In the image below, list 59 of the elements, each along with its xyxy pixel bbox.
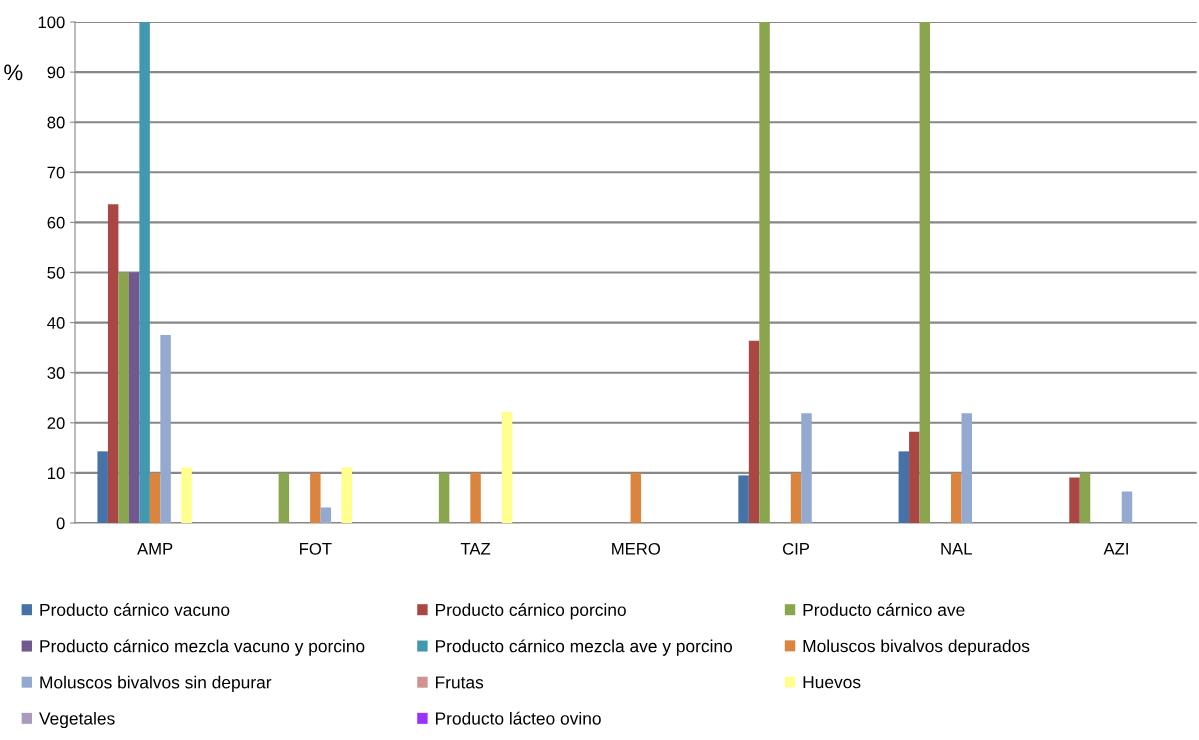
y-tick-label: 80 xyxy=(47,116,65,129)
bar xyxy=(909,431,920,523)
bar xyxy=(139,22,150,523)
legend-label: Huevos xyxy=(803,676,861,689)
y-tick-label: 70 xyxy=(47,166,65,179)
bar xyxy=(149,472,161,523)
bar xyxy=(438,472,450,523)
bar xyxy=(470,472,481,523)
legend-label: Producto cárnico vacuno xyxy=(40,603,230,616)
bar xyxy=(278,472,290,523)
y-tick-label: 90 xyxy=(47,66,65,79)
bar xyxy=(790,472,802,523)
bar xyxy=(1079,472,1091,523)
legend-label: Moluscos bivalvos sin depurar xyxy=(40,675,272,692)
bar xyxy=(1121,491,1133,523)
y-tick-label: 40 xyxy=(47,317,65,329)
legend-label: Producto cárnico mezcla vacuno y porcino xyxy=(40,639,365,656)
legend-label: Producto cárnico porcino xyxy=(435,603,626,620)
bar xyxy=(501,411,513,523)
bar xyxy=(1069,477,1080,523)
legend-label: Frutas xyxy=(435,676,484,689)
y-axis-title: % xyxy=(4,64,23,81)
x-tick-label: TAZ xyxy=(460,543,491,555)
bar xyxy=(341,467,353,523)
bar xyxy=(898,451,910,523)
bar xyxy=(951,472,962,523)
bar xyxy=(181,467,192,523)
y-tick-label: 20 xyxy=(47,417,65,429)
x-tick-label: FOT xyxy=(300,542,332,555)
x-tick-label: NAL xyxy=(941,543,972,555)
x-tick-label: MERO xyxy=(612,542,660,555)
bar xyxy=(630,472,642,523)
bar xyxy=(107,204,119,523)
bar xyxy=(128,272,140,523)
x-tick-label: AZI xyxy=(1103,543,1128,555)
legend-label: Moluscos bivalvos depurados xyxy=(803,639,1030,656)
legend-label: Producto lácteo ovino xyxy=(435,711,601,725)
bar xyxy=(320,507,332,523)
y-tick-label: 30 xyxy=(47,367,65,379)
x-tick-label: CIP xyxy=(782,542,810,555)
bar xyxy=(738,475,749,523)
bar xyxy=(118,272,129,523)
legend-label: Vegetales xyxy=(39,711,115,729)
bar xyxy=(919,22,931,523)
y-tick-label: 10 xyxy=(48,467,65,480)
y-tick-label: 100 xyxy=(38,16,65,29)
bar xyxy=(759,22,770,523)
bar xyxy=(160,335,171,523)
y-tick-label: 60 xyxy=(47,216,65,229)
x-tick-label: AMP xyxy=(137,543,173,555)
bar xyxy=(748,340,760,523)
bar xyxy=(801,413,812,523)
legend-label: Producto cárnico mezcla ave y porcino xyxy=(435,639,733,656)
y-tick-label: 50 xyxy=(47,266,65,279)
bar xyxy=(310,472,321,523)
bar xyxy=(97,451,108,523)
legend-label: Producto cárnico ave xyxy=(803,603,965,616)
y-tick-label: 0 xyxy=(56,517,65,530)
bar xyxy=(961,413,972,523)
